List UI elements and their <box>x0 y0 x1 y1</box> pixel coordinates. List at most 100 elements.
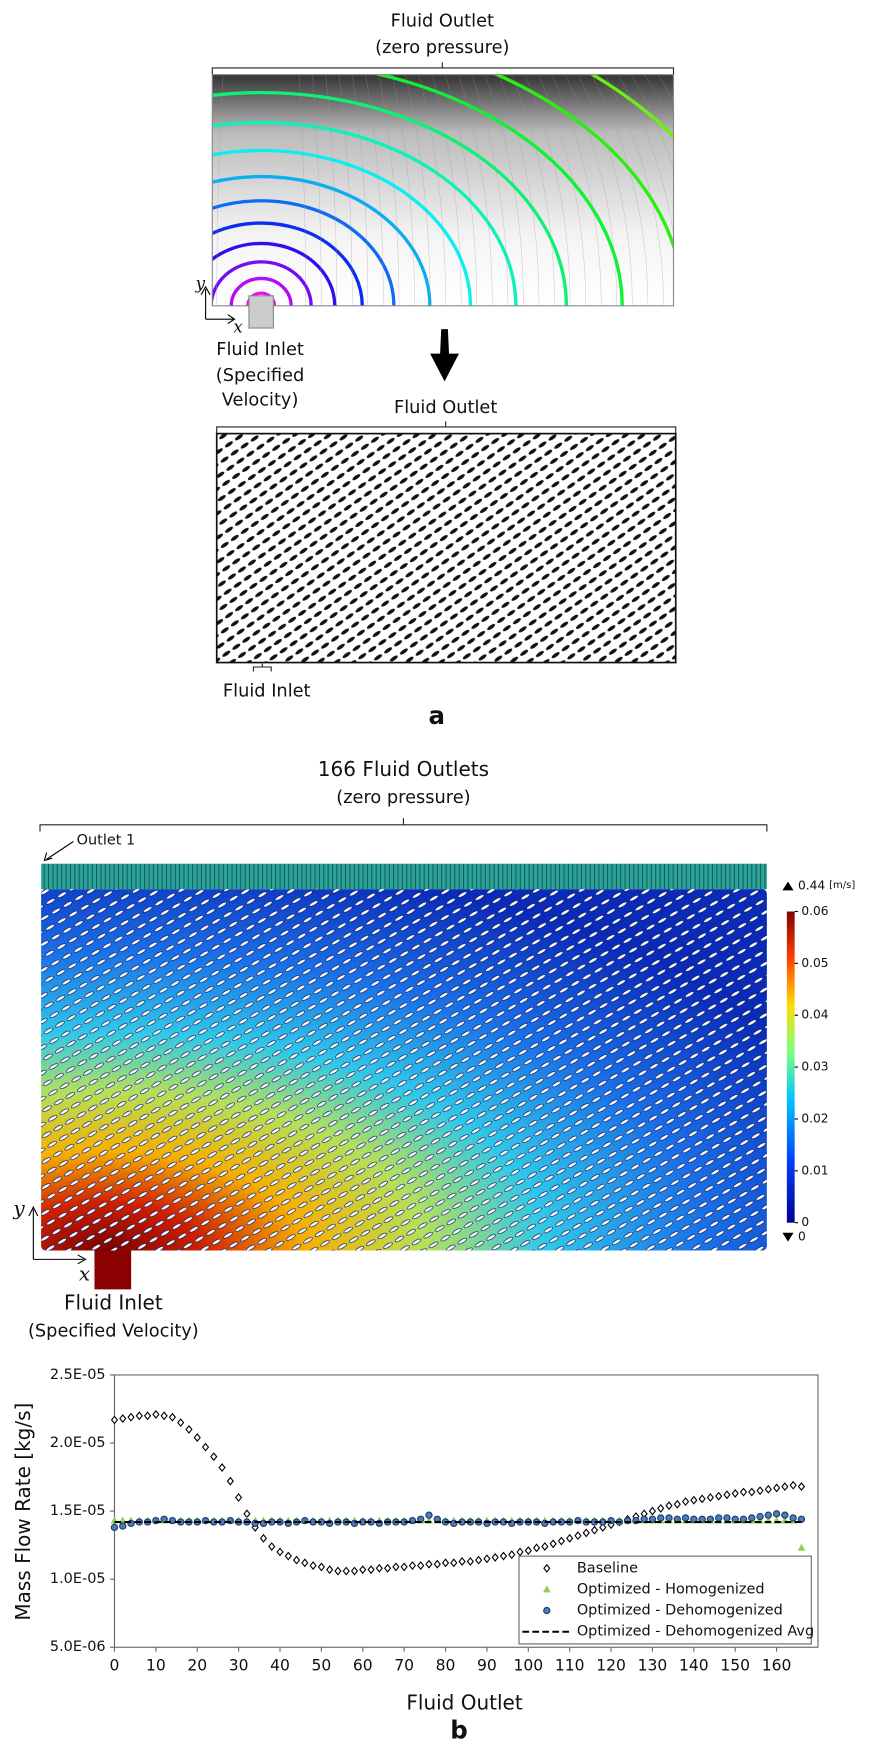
contour <box>212 199 396 306</box>
pressure-shading <box>212 74 674 306</box>
x-tick-label: 50 <box>311 1657 331 1675</box>
colorbar-tick-label: 0.02 <box>801 1111 828 1125</box>
marker <box>681 1514 690 1522</box>
marker <box>698 1494 706 1504</box>
marker <box>657 1503 665 1513</box>
legend-label: Optimized - Dehomogenized Avg <box>577 1624 814 1640</box>
marker <box>524 1546 532 1556</box>
axis-label: y <box>12 1196 25 1220</box>
marker <box>119 1414 127 1423</box>
inlet-label: Fluid Inlet <box>223 680 311 701</box>
x-tick-label: 120 <box>596 1657 626 1675</box>
marker <box>764 1511 772 1519</box>
marker <box>235 1493 243 1502</box>
x-tick-label: 140 <box>679 1657 709 1675</box>
y-tick-label: 2.0E-05 <box>50 1435 106 1451</box>
marker <box>516 1547 524 1557</box>
marker <box>698 1515 706 1523</box>
marker <box>541 1542 549 1551</box>
marker <box>458 1557 466 1566</box>
marker <box>193 1433 201 1443</box>
marker <box>789 1514 797 1522</box>
dehomogenized-design <box>215 432 677 664</box>
marker <box>665 1514 673 1522</box>
marker <box>483 1554 491 1564</box>
arrow <box>430 329 460 382</box>
marker <box>715 1491 723 1501</box>
x-tick-label: 80 <box>436 1657 456 1675</box>
marker <box>417 1561 425 1571</box>
marker <box>499 1551 508 1561</box>
x-tick-label: 20 <box>187 1657 207 1675</box>
marker <box>690 1495 698 1505</box>
marker <box>648 1515 657 1523</box>
marker <box>392 1562 400 1572</box>
marker <box>408 1561 417 1571</box>
colorbar-ticks: 0 0.01 0.02 0.03 0.04 0.05 0.06 <box>794 904 829 1229</box>
marker <box>557 1536 566 1546</box>
inlet <box>94 1250 132 1290</box>
panel-label: b <box>450 1716 467 1745</box>
marker <box>475 1555 483 1565</box>
marker <box>781 1482 789 1492</box>
y-tick-label: 2.5E-05 <box>50 1367 106 1383</box>
contour <box>229 276 293 306</box>
marker <box>756 1512 764 1521</box>
marker <box>359 1565 367 1575</box>
marker <box>681 1497 690 1507</box>
marker <box>781 1511 789 1519</box>
marker <box>566 1533 574 1543</box>
legend-marker <box>543 1606 551 1615</box>
marker <box>574 1531 582 1541</box>
marker <box>756 1486 764 1496</box>
bracket <box>211 62 675 75</box>
marker <box>764 1484 772 1494</box>
outlet-note: Outlet 1 <box>77 832 136 848</box>
marker <box>441 1558 450 1568</box>
marker <box>110 1523 119 1532</box>
x-tick-label: 160 <box>762 1657 792 1675</box>
marker <box>582 1528 590 1538</box>
marker <box>201 1442 210 1452</box>
y-axis-label: Mass Flow Rate [kg/s] <box>11 1403 35 1621</box>
marker <box>127 1412 135 1422</box>
marker <box>168 1412 177 1422</box>
colorbar-tick-label: 0.04 <box>801 1008 828 1022</box>
contour <box>246 291 277 306</box>
marker <box>789 1480 797 1490</box>
colorbar-max: 0.44 <box>798 878 825 892</box>
marker <box>317 1562 325 1572</box>
domain <box>211 74 675 307</box>
marker <box>185 1424 193 1434</box>
marker <box>276 1547 284 1557</box>
colorbar-unit: [m/s] <box>829 880 855 891</box>
contour <box>212 91 568 306</box>
bracket <box>252 663 272 672</box>
inlet <box>248 295 274 329</box>
panel-label: a <box>429 701 446 730</box>
inlet-label: (Specified <box>216 365 305 386</box>
marker <box>342 1566 350 1576</box>
axis-label: x <box>233 318 243 337</box>
marker <box>549 1539 557 1549</box>
marker <box>383 1563 392 1573</box>
contour <box>212 148 473 306</box>
axis-label: y <box>195 274 206 293</box>
pointer <box>43 841 74 862</box>
legend <box>518 1555 812 1645</box>
marker <box>714 1514 723 1522</box>
colorbar-tick-label: 0.05 <box>801 956 828 970</box>
marker <box>690 1515 698 1523</box>
inlet-label: Velocity) <box>222 389 299 410</box>
marker <box>731 1488 739 1498</box>
title: 166 Fluid Outlets <box>318 757 489 781</box>
x-tick-label: 60 <box>353 1657 373 1675</box>
marker <box>425 1511 433 1519</box>
inlet-label: (Specified Velocity) <box>28 1321 199 1342</box>
marker <box>160 1411 168 1421</box>
x-tick-label: 150 <box>720 1657 750 1675</box>
colorbar-tick-label: 0.01 <box>801 1163 828 1177</box>
y-tick-label: 1.0E-05 <box>50 1571 106 1587</box>
